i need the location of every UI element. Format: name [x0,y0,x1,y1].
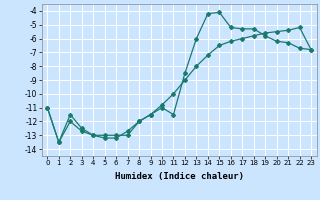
X-axis label: Humidex (Indice chaleur): Humidex (Indice chaleur) [115,172,244,181]
